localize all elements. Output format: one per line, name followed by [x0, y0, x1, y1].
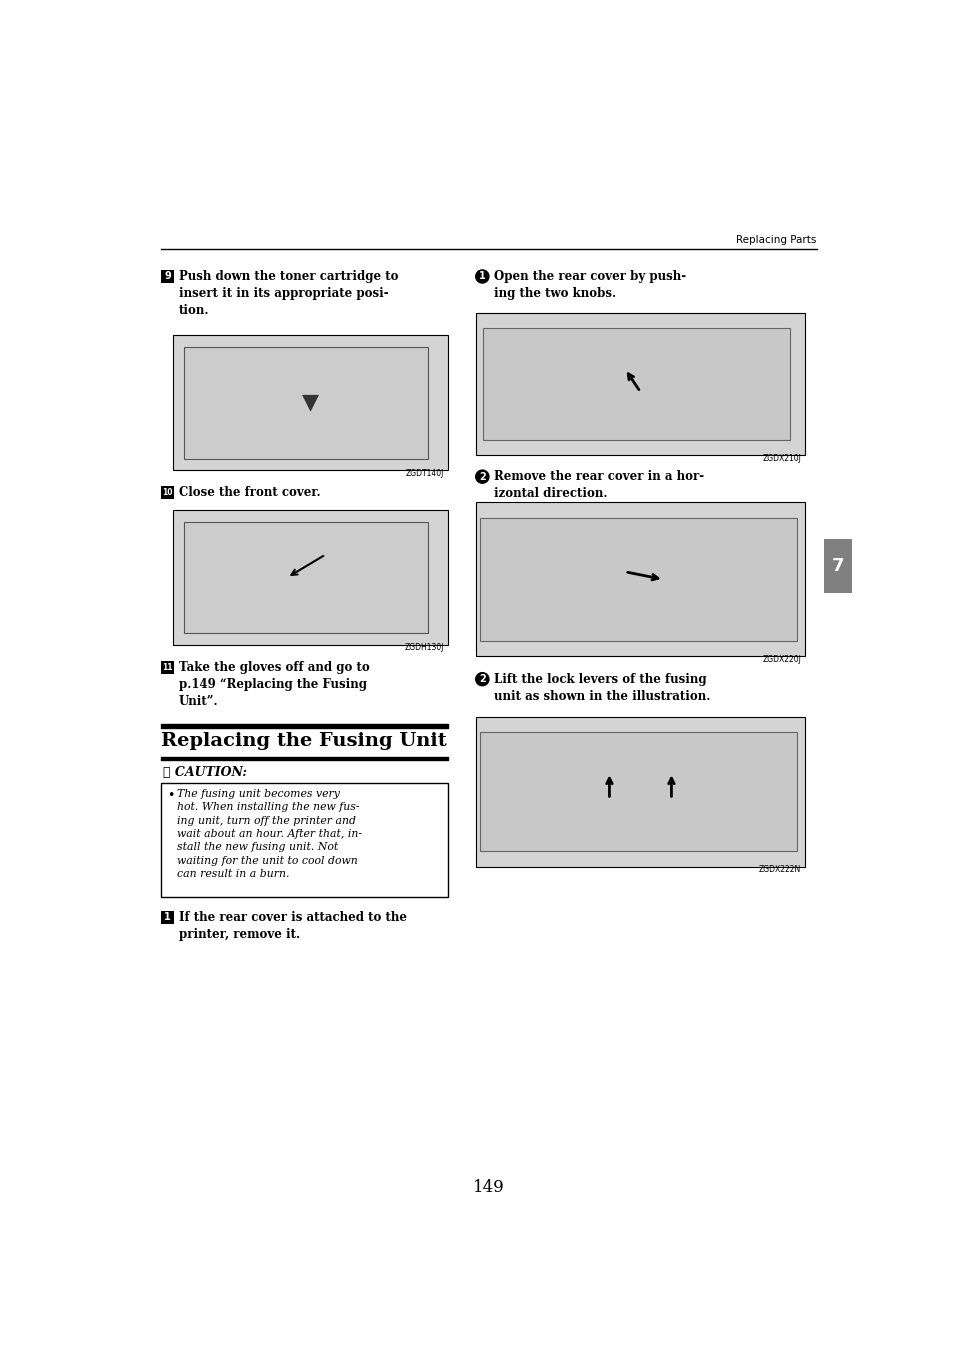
- Text: Push down the toner cartridge to
insert it in its appropriate posi-
tion.: Push down the toner cartridge to insert …: [179, 270, 398, 317]
- Circle shape: [476, 270, 488, 282]
- Bar: [161, 911, 174, 924]
- Text: 9: 9: [164, 272, 171, 281]
- Text: 1: 1: [478, 272, 485, 281]
- Text: 7: 7: [831, 558, 843, 576]
- Bar: [184, 347, 428, 458]
- Bar: [476, 503, 804, 657]
- Text: Replacing the Fusing Unit: Replacing the Fusing Unit: [161, 732, 446, 750]
- Bar: [479, 732, 797, 851]
- Circle shape: [476, 470, 488, 484]
- Text: ZGDH130J: ZGDH130J: [404, 643, 443, 653]
- Text: Replacing Parts: Replacing Parts: [736, 235, 816, 246]
- Bar: [184, 521, 428, 634]
- Text: ZGDX222N: ZGDX222N: [759, 865, 801, 874]
- Text: •: •: [167, 789, 174, 802]
- Bar: [823, 539, 851, 593]
- Text: Open the rear cover by push-
ing the two knobs.: Open the rear cover by push- ing the two…: [493, 270, 685, 300]
- Text: 10: 10: [162, 488, 172, 497]
- Text: ▼: ▼: [301, 393, 318, 413]
- Bar: [161, 485, 174, 499]
- Text: Close the front cover.: Close the front cover.: [179, 485, 320, 499]
- Text: 1: 1: [164, 912, 171, 923]
- Text: 2: 2: [478, 674, 485, 684]
- Text: 149: 149: [473, 1178, 504, 1196]
- Text: ZGDX220J: ZGDX220J: [761, 655, 801, 663]
- Text: ZGDT140J: ZGDT140J: [405, 469, 443, 478]
- Bar: [161, 270, 174, 282]
- Bar: [172, 335, 447, 470]
- Text: If the rear cover is attached to the
printer, remove it.: If the rear cover is attached to the pri…: [179, 911, 407, 940]
- Bar: [172, 511, 447, 644]
- Text: Remove the rear cover in a hor-
izontal direction.: Remove the rear cover in a hor- izontal …: [493, 470, 703, 500]
- Text: The fusing unit becomes very
hot. When installing the new fus-
ing unit, turn of: The fusing unit becomes very hot. When i…: [176, 789, 361, 880]
- Circle shape: [476, 673, 488, 686]
- Bar: [161, 782, 447, 897]
- Bar: [161, 661, 174, 674]
- Bar: [479, 517, 797, 642]
- Bar: [483, 328, 789, 440]
- Bar: [476, 716, 804, 867]
- Text: 2: 2: [478, 471, 485, 482]
- Text: ZGDX210J: ZGDX210J: [761, 454, 801, 463]
- Text: Take the gloves off and go to
p.149 “Replacing the Fusing
Unit”.: Take the gloves off and go to p.149 “Rep…: [179, 661, 369, 708]
- Text: 11: 11: [162, 663, 172, 673]
- Bar: [476, 313, 804, 455]
- Text: ⚠ CAUTION:: ⚠ CAUTION:: [162, 766, 247, 778]
- Text: Lift the lock levers of the fusing
unit as shown in the illustration.: Lift the lock levers of the fusing unit …: [493, 673, 709, 703]
